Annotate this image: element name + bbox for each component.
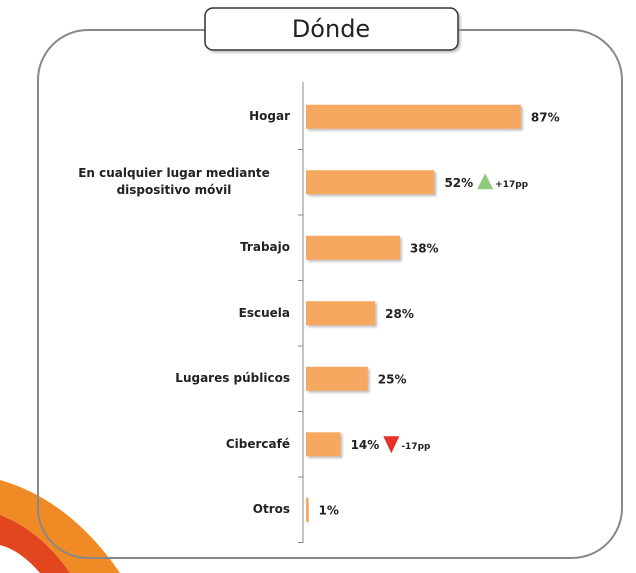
bar: [306, 498, 308, 522]
value-label: 28%: [385, 307, 414, 321]
value-label: 1%: [318, 503, 338, 517]
category-text: Hogar: [249, 108, 290, 125]
change-arrow: [477, 173, 493, 189]
value-label: 87%: [531, 110, 560, 124]
change-label: -17pp: [401, 442, 431, 452]
chart-svg: Dónde 87% 52% +17pp 38% 28% 25% 14% -17pp 1%: [0, 0, 636, 573]
value-label: 52%: [444, 176, 473, 190]
change-arrow: [383, 436, 399, 453]
category-label: Otros: [40, 501, 290, 518]
bar: [306, 432, 341, 456]
category-label: Trabajo: [40, 239, 290, 256]
bar: [306, 236, 400, 260]
category-text: Trabajo: [240, 239, 290, 256]
bar: [306, 105, 521, 129]
category-label: Lugares públicos: [40, 370, 290, 387]
value-label: 38%: [410, 241, 439, 255]
category-label: Escuela: [40, 305, 290, 322]
chart: Dónde 87% 52% +17pp 38% 28% 25% 14% -17pp 1% Hog…: [0, 0, 636, 573]
category-label: Cibercafé: [40, 436, 290, 453]
bar: [306, 170, 434, 194]
category-text: Lugares públicos: [175, 370, 290, 387]
bar: [306, 367, 368, 391]
bar: [306, 301, 375, 325]
value-label: 14%: [351, 438, 380, 452]
change-label: +17pp: [495, 180, 529, 190]
category-text: Cibercafé: [226, 436, 290, 453]
value-label: 25%: [378, 372, 407, 386]
category-text: Escuela: [239, 305, 290, 322]
category-label: En cualquier lugar mediante dispositivo …: [40, 165, 290, 199]
category-text: En cualquier lugar mediante dispositivo …: [58, 165, 290, 199]
chart-title: Dónde: [292, 15, 370, 43]
category-label: Hogar: [40, 108, 290, 125]
category-text: Otros: [253, 501, 290, 518]
